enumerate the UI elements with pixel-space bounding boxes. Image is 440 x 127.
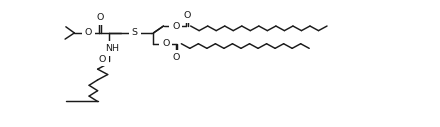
Text: O: O xyxy=(99,55,106,64)
Text: O: O xyxy=(183,11,191,20)
Text: O: O xyxy=(162,39,169,48)
Text: S: S xyxy=(132,28,138,37)
Text: O: O xyxy=(173,53,180,62)
Text: O: O xyxy=(96,13,104,22)
Text: NH: NH xyxy=(105,44,119,53)
Text: O: O xyxy=(84,28,92,37)
Text: O: O xyxy=(172,21,180,30)
